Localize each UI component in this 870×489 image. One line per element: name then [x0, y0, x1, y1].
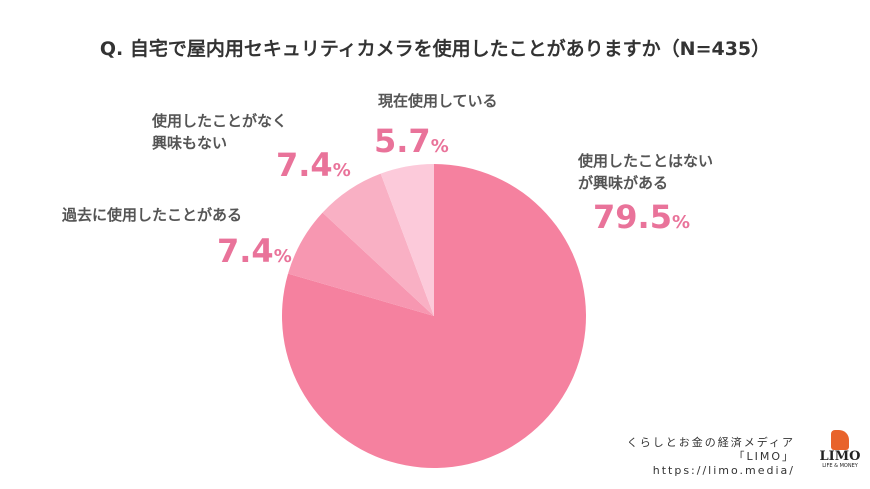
- label-no-interest: 使用したことがなく 興味もない: [152, 112, 288, 152]
- credit-media: くらしとお金の経済メディア: [626, 436, 795, 449]
- credit-url: https://limo.media/: [652, 464, 795, 477]
- label-current: 現在使用している: [378, 92, 498, 110]
- credit: くらしとお金の経済メディア 「LIMO」 https://limo.media/: [627, 436, 795, 478]
- label-interested: 使用したことはない が興味がある: [578, 152, 714, 192]
- pct-past: 7.4%: [217, 232, 292, 270]
- pie-slice-3: [380, 164, 434, 316]
- label-past: 過去に使用したことがある: [62, 206, 243, 224]
- pct-no-interest: 7.4%: [276, 146, 351, 184]
- pct-interested: 79.5%: [593, 198, 690, 236]
- limo-logo: LIMO LIFE & MONEY: [816, 430, 864, 469]
- pct-current: 5.7%: [374, 122, 449, 160]
- credit-brand: 「LIMO」: [733, 450, 795, 463]
- pie-slice-2: [322, 173, 434, 316]
- fox-icon: [831, 430, 849, 450]
- pie-slice-1: [288, 212, 434, 316]
- chart-title: Q. 自宅で屋内用セキュリティカメラを使用したことがありますか（N=435）: [99, 38, 771, 60]
